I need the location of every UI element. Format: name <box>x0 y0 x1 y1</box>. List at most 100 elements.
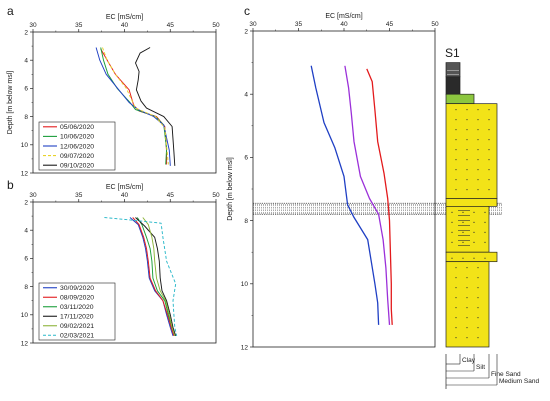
lithology-layer-6 <box>445 206 490 253</box>
series-line-5 <box>135 47 176 166</box>
sand-dot <box>488 169 490 171</box>
sand-dot <box>466 169 468 171</box>
sand-dot <box>477 297 479 299</box>
sand-dot <box>473 257 475 259</box>
sand-dot <box>455 139 457 141</box>
sand-dot <box>484 257 486 259</box>
x-tick-label: 40 <box>121 192 129 199</box>
y-tick-label: 2 <box>244 28 248 35</box>
sand-dot <box>462 221 464 223</box>
x-tick-label: 50 <box>431 21 439 28</box>
sand-dot <box>473 221 475 223</box>
sand-dot <box>451 221 453 223</box>
x-tick-label: 45 <box>167 192 175 199</box>
sand-dot <box>488 159 490 161</box>
series-line-4 <box>135 217 177 337</box>
sand-dot <box>455 337 457 339</box>
x-tick-label: 30 <box>249 21 257 28</box>
sand-dot <box>477 287 479 289</box>
legend-entry: 05/06/2020 <box>60 124 94 131</box>
sand-dot <box>455 119 457 121</box>
series-line-6 <box>104 217 178 337</box>
sand-dot <box>488 179 490 181</box>
sand-dot <box>455 317 457 319</box>
sand-dot <box>477 159 479 161</box>
sand-dot <box>455 267 457 269</box>
legend-box <box>38 282 116 341</box>
series-line-1 <box>366 68 393 325</box>
y-axis-label: Depth [m below msl] <box>7 71 14 134</box>
x-axis-label: EC [mS/cm] <box>106 184 143 191</box>
sand-dot <box>455 287 457 289</box>
y-tick-label: 8 <box>24 114 28 121</box>
sand-dot <box>477 179 479 181</box>
x-tick-label: 30 <box>29 192 37 199</box>
series-line-1 <box>129 217 174 337</box>
panel-a-chart: 30 35 40 45 50 EC [mS/cm] 2 4 6 8 10 12 Depth [m bel… <box>7 14 220 177</box>
legend-entry: 17/11/2020 <box>60 314 94 321</box>
sand-dot <box>455 159 457 161</box>
series-line-4 <box>102 47 169 165</box>
sand-dot <box>466 149 468 151</box>
y-tick-label: 4 <box>24 228 28 235</box>
sand-dot <box>466 109 468 111</box>
sand-dot <box>473 211 475 213</box>
grain-scale-label: Silt <box>476 364 485 371</box>
series-line-5 <box>142 217 176 337</box>
grain-scale-label: Fine Sand <box>491 371 521 378</box>
y-tick-label: 10 <box>241 281 249 288</box>
x-tick-label: 50 <box>212 22 220 29</box>
x-tick-label: 35 <box>295 21 303 28</box>
sand-dot <box>477 307 479 309</box>
sand-dot <box>455 297 457 299</box>
panel-b-chart: 30 35 40 45 50 EC [mS/cm] 2 4 6 8 10 12 30/09/2020 08… <box>21 184 220 347</box>
sand-dot <box>455 109 457 111</box>
y-tick-label: 6 <box>244 155 248 162</box>
sand-dot <box>484 221 486 223</box>
sand-dot <box>451 241 453 243</box>
legend-entry: 30/09/2020 <box>60 285 94 292</box>
y-tick-label: 6 <box>24 256 28 263</box>
legend-entry: 12/06/2020 <box>60 143 94 150</box>
sand-dot <box>455 179 457 181</box>
y-tick-label: 6 <box>24 86 28 93</box>
legend-entry: 02/03/2021 <box>60 333 94 340</box>
y-tick-label: 8 <box>244 218 248 225</box>
sand-dot <box>466 317 468 319</box>
x-axis-label: EC [mS/cm] <box>106 14 143 21</box>
sand-dot <box>455 307 457 309</box>
panel-label: a <box>7 4 14 18</box>
lithology-layer-7 <box>445 251 498 263</box>
sand-dot <box>477 327 479 329</box>
panel-label: c <box>244 4 250 18</box>
sand-dot <box>455 129 457 131</box>
sand-dot <box>488 119 490 121</box>
x-axis-label: EC [mS/cm] <box>325 13 362 20</box>
sand-dot <box>455 189 457 191</box>
x-tick-label: 45 <box>386 21 394 28</box>
sand-dot <box>455 327 457 329</box>
lithology-title: S1 <box>445 46 460 60</box>
legend-entry: 09/10/2020 <box>60 163 94 170</box>
x-tick-label: 50 <box>212 192 220 199</box>
lithology-layer-4 <box>445 103 498 199</box>
x-tick-label: 40 <box>121 22 129 29</box>
sand-dot <box>477 317 479 319</box>
sand-dot <box>462 211 464 213</box>
sand-dot <box>466 327 468 329</box>
sand-dot <box>466 287 468 289</box>
sand-dot <box>488 109 490 111</box>
sand-dot <box>466 267 468 269</box>
legend-entry: 08/09/2020 <box>60 295 94 302</box>
sand-dot <box>466 129 468 131</box>
panel-c-chart: 30 35 40 45 50 EC [mS/cm] 2 4 6 8 10 12 Depth [m bel… <box>227 13 502 351</box>
legend-entry: 09/07/2020 <box>60 153 94 160</box>
sand-dot <box>466 189 468 191</box>
sand-dot <box>451 231 453 233</box>
sand-dot <box>484 241 486 243</box>
legend-entry: 10/06/2020 <box>60 134 94 141</box>
sand-dot <box>455 277 457 279</box>
y-tick-label: 4 <box>244 92 248 99</box>
y-tick-label: 2 <box>24 199 28 206</box>
